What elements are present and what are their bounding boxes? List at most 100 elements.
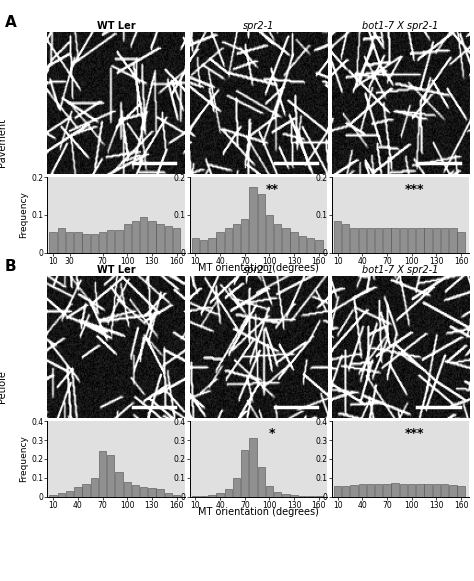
Bar [74,487,82,497]
Bar [315,239,322,253]
Bar [216,232,224,253]
Bar [358,485,366,497]
Bar [315,496,322,497]
Bar [375,485,383,497]
Bar [334,486,341,497]
Bar [274,224,282,253]
Bar [58,493,65,497]
Bar [107,230,115,253]
Text: *: * [269,427,275,440]
Bar [433,485,440,497]
Text: Petiole: Petiole [0,370,8,403]
Bar [282,228,290,253]
Y-axis label: Frequency: Frequency [19,192,28,238]
Bar [307,496,314,497]
Bar [208,495,216,497]
Bar [164,227,172,253]
Bar [99,232,106,253]
Text: bot1-7 X spr2-1: bot1-7 X spr2-1 [362,21,439,31]
Bar [457,232,465,253]
Bar [299,236,306,253]
Text: **: ** [265,183,279,196]
Bar [66,232,73,253]
Bar [408,228,415,253]
Bar [115,230,123,253]
Bar [208,238,216,253]
Text: ***: *** [404,183,424,196]
Bar [266,486,273,497]
Bar [173,228,180,253]
Bar [156,489,164,497]
Bar [148,221,155,253]
Text: MT orientation (degrees): MT orientation (degrees) [198,507,319,517]
Text: ***: *** [404,427,424,440]
Bar [424,485,432,497]
Bar [416,228,424,253]
Bar [266,215,273,253]
Bar [400,483,407,497]
Bar [132,221,139,253]
Bar [124,224,131,253]
Bar [91,478,98,497]
Bar [115,472,123,497]
Bar [249,187,257,253]
Bar [99,451,106,497]
Text: Pavement: Pavement [0,118,8,167]
Bar [124,482,131,497]
Bar [225,489,232,497]
Bar [282,494,290,497]
Bar [291,232,298,253]
Bar [457,486,465,497]
Bar [140,487,147,497]
Bar [449,228,456,253]
Bar [156,224,164,253]
Bar [164,493,172,497]
Bar [416,485,424,497]
Bar [375,228,383,253]
Text: spr2-1: spr2-1 [243,265,274,275]
Bar [367,485,374,497]
Bar [191,496,199,497]
Bar [400,228,407,253]
Bar [140,217,147,253]
Y-axis label: Frequency: Frequency [19,436,28,482]
Bar [342,224,349,253]
Bar [74,232,82,253]
Bar [257,468,265,497]
Bar [200,239,207,253]
Bar [424,228,432,253]
Bar [200,496,207,497]
Bar [216,493,224,497]
Bar [367,228,374,253]
Bar [173,495,180,497]
Bar [334,221,341,253]
Bar [249,438,257,497]
Text: MT orientation (degrees): MT orientation (degrees) [198,263,319,273]
Bar [392,228,399,253]
Text: B: B [5,259,17,274]
Bar [225,228,232,253]
Bar [257,194,265,253]
Bar [392,483,399,497]
Bar [383,228,391,253]
Text: WT Ler: WT Ler [97,21,136,31]
Bar [191,238,199,253]
Bar [91,234,98,253]
Bar [299,496,306,497]
Bar [433,228,440,253]
Bar [241,450,248,497]
Bar [307,238,314,253]
Text: spr2-1: spr2-1 [243,21,274,31]
Bar [66,491,73,497]
Bar [358,228,366,253]
Bar [233,478,240,497]
Bar [107,456,115,497]
Bar [58,228,65,253]
Text: A: A [5,15,17,30]
Bar [82,483,90,497]
Text: WT Ler: WT Ler [97,265,136,275]
Bar [49,495,57,497]
Bar [441,485,448,497]
Bar [132,486,139,497]
Bar [350,228,358,253]
